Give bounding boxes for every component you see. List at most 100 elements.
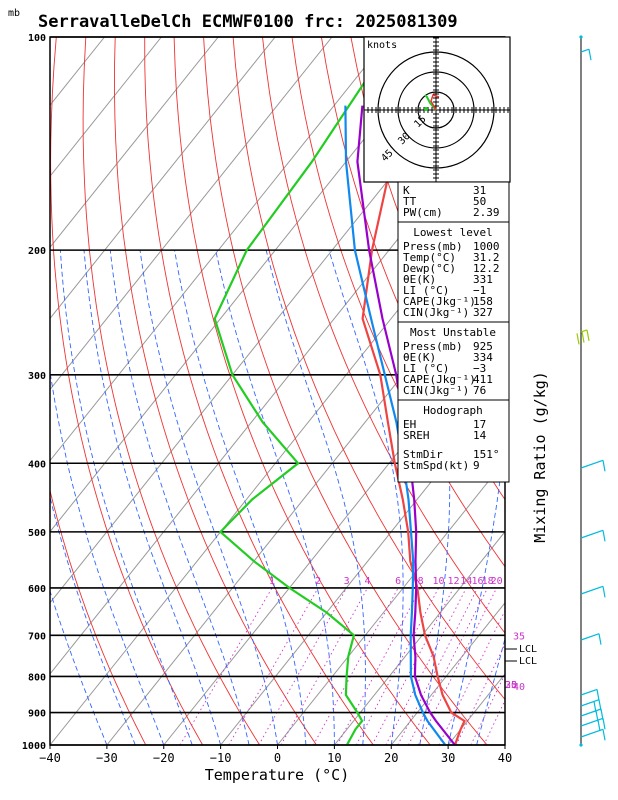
mixing-ratio-line	[336, 587, 422, 745]
mixing-ratio-label: 30	[505, 680, 517, 691]
wind-barb	[580, 459, 606, 472]
mixing-ratio-line	[258, 587, 347, 745]
mixing-ratio-label: 3	[344, 576, 350, 587]
index-value: 14	[473, 429, 487, 442]
dry-adiabat-line	[114, 37, 317, 745]
isotherm-line	[50, 37, 333, 391]
dry-adiabat-line	[50, 37, 204, 745]
pressure-tick-label: 400	[28, 459, 46, 470]
dry-adiabat-line	[50, 488, 147, 745]
mixing-ratio-line	[228, 587, 319, 745]
dry-adiabat-line	[173, 37, 431, 745]
mixed-parcel-profile	[344, 105, 447, 745]
mixing-ratio-label: 4	[365, 576, 371, 587]
isotherm-line	[390, 602, 505, 745]
lcl-label: LCL	[519, 644, 537, 655]
index-label: PW(cm)	[403, 206, 443, 219]
isotherm-line	[50, 37, 162, 178]
hodograph-trace-low	[424, 94, 437, 111]
x-tick-label: 30	[441, 751, 455, 765]
dry-adiabat-line	[232, 37, 505, 701]
index-value: 331	[473, 273, 493, 286]
pressure-tick-label: 600	[28, 584, 46, 595]
storm-motion-point	[424, 107, 428, 111]
wind-barb	[580, 717, 606, 732]
isotherm-line	[333, 530, 505, 745]
x-tick-label: −40	[39, 751, 61, 765]
index-label: θE(K)	[403, 273, 436, 286]
hodograph: knots 15 30 45	[363, 36, 511, 183]
x-tick-label: 10	[327, 751, 341, 765]
index-label: CAPE(Jkg⁻¹)	[403, 295, 476, 308]
wind-barbs	[576, 35, 606, 747]
wind-barb	[576, 329, 590, 345]
mixing-ratio-label: 8	[418, 576, 424, 587]
parcel-profile	[356, 105, 456, 745]
temperature-axis: −40 −30 −20 −10 0 10 20 30 40	[39, 745, 512, 765]
isotherm-line	[277, 459, 505, 745]
moist-adiabat-line	[50, 367, 165, 745]
moist-adiabat-line	[50, 589, 108, 745]
isotherm-line	[50, 37, 276, 320]
index-value: 1000	[473, 240, 500, 253]
mixing-ratio-lines	[179, 587, 505, 745]
moist-adiabat-line	[139, 250, 278, 745]
wind-barb	[580, 728, 606, 741]
x-tick-label: 20	[384, 751, 398, 765]
moist-adiabat-line	[59, 250, 193, 745]
index-value: −3	[473, 362, 486, 375]
x-tick-label: −20	[153, 751, 175, 765]
index-value: 50	[473, 195, 486, 208]
dry-adiabat-line	[291, 37, 505, 568]
index-label: K	[403, 184, 410, 197]
index-label: Temp(°C)	[403, 251, 456, 264]
index-value: 9	[473, 459, 480, 472]
index-label: Dewp(°C)	[403, 262, 456, 275]
index-panel-frame	[397, 181, 510, 483]
wind-barb	[580, 688, 600, 701]
right-axis-label: Mixing Ratio (g/kg)	[531, 371, 549, 543]
mixing-ratio-label: 1	[269, 576, 275, 587]
isotherm-line	[50, 175, 505, 745]
chart-title: SerravalleDelCh ECMWF0100 frc: 202508130…	[38, 12, 458, 32]
isotherm-line	[106, 246, 505, 745]
dry-adiabat-line	[203, 37, 488, 745]
lcl-label: LCL	[519, 656, 537, 667]
moist-adiabat-line	[265, 249, 366, 745]
index-section-title: Most Unstable	[410, 326, 496, 339]
index-label: Press(mb)	[403, 340, 463, 353]
lcl-markers: LCL LCL	[505, 644, 537, 667]
wind-barb	[580, 633, 602, 645]
index-value: 925	[473, 340, 493, 353]
isotherm-line	[50, 37, 219, 249]
index-value: 327	[473, 306, 493, 319]
index-value: 17	[473, 418, 486, 431]
index-value: 334	[473, 351, 493, 364]
index-section-title: Hodograph	[423, 404, 483, 417]
mixing-ratio-label: 35	[513, 631, 525, 642]
index-value: 12.2	[473, 262, 500, 275]
isotherm-line	[50, 37, 390, 462]
mixing-ratio-line	[313, 587, 399, 745]
index-label: StmSpd(kt)	[403, 459, 469, 472]
wind-barb	[580, 529, 606, 542]
moist-adiabat-line	[328, 249, 404, 745]
dry-adiabat-line	[82, 37, 260, 745]
mixing-ratio-label: 25	[505, 680, 517, 691]
index-label: Press(mb)	[403, 240, 463, 253]
mixing-ratio-label: 18	[482, 576, 494, 587]
mixing-ratio-line	[417, 587, 498, 745]
index-label: EH	[403, 418, 416, 431]
mixing-ratio-label: 10	[433, 576, 445, 587]
dry-adiabats	[50, 37, 505, 745]
mixing-ratio-line	[179, 587, 273, 745]
mixing-ratio-label: 20	[491, 576, 503, 587]
index-label: CIN(Jkg⁻¹)	[403, 384, 469, 397]
index-label: θE(K)	[403, 351, 436, 364]
mixing-ratio-label: 16	[472, 576, 484, 587]
index-value: 411	[473, 373, 493, 386]
pressure-axis: 100 200 300 400 500 600 700 800 900 1000	[22, 33, 46, 752]
